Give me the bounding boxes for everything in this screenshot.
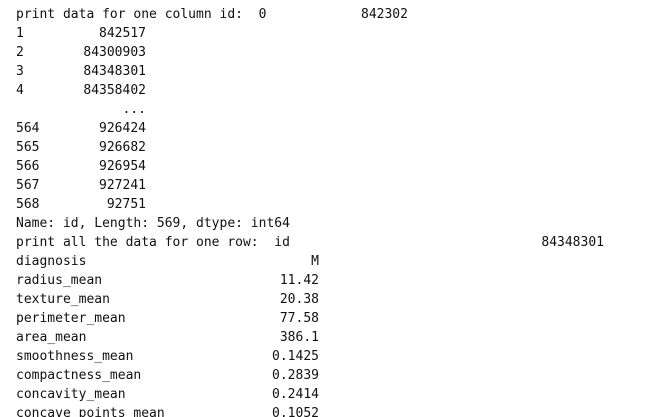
row-field-value: 0.1052 [272,406,319,417]
row-field-value: 11.42 [279,273,319,288]
series-index: 3 [16,64,24,79]
series-footer: Name: id, Length: 569, dtype: int64 [16,216,290,231]
series-index: 567 [16,178,40,193]
row-field-line: compactness_mean 0.2839 [16,366,319,385]
row-field-value: 20.38 [279,292,319,307]
row-field-line: concavity_mean 0.2414 [16,385,319,404]
series-index: 568 [16,197,40,212]
series-value: 84348301 [83,64,146,79]
row-field-name: diagnosis [16,254,87,269]
series-index: 565 [16,140,40,155]
series-index: 1 [16,26,24,41]
series-value: 842517 [99,26,146,41]
row-field-name: texture_mean [16,292,110,307]
row-field-value: 0.2414 [272,387,319,402]
column-header-value: 842302 [361,7,408,22]
row-field-name: perimeter_mean [16,311,126,326]
row-field-name: concavity_mean [16,387,126,402]
series-value: 927241 [99,178,146,193]
row-field-name: radius_mean [16,273,103,288]
row-field-value: 77.58 [279,311,319,326]
series-ellipsis: ... [122,102,146,117]
series-row: 568 92751 [16,195,146,214]
row-header-line: print all the data for one row: id 84348… [16,233,604,252]
row-field-line: diagnosis M [16,252,319,271]
series-row: 565 926682 [16,138,146,157]
series-row: 1 842517 [16,24,146,43]
row-field-name: area_mean [16,330,87,345]
row-field-name: compactness_mean [16,368,142,383]
row-field-value: 386.1 [279,330,319,345]
series-value: 926682 [99,140,146,155]
ellipsis-line: ... [16,100,146,119]
series-index: 564 [16,121,40,136]
series-value: 926424 [99,121,146,136]
series-row: 566 926954 [16,157,146,176]
series-index: 2 [16,45,24,60]
series-value: 84358402 [83,83,146,98]
row-field-value: 0.2839 [272,368,319,383]
row-header-value: 84348301 [541,235,604,250]
row-field-line: concave points_mean 0.1052 [16,404,319,417]
series-index: 566 [16,159,40,174]
series-row: 567 927241 [16,176,146,195]
series-row: 564 926424 [16,119,146,138]
series-value: 92751 [106,197,146,212]
column-header-text: print data for one column id: 0 [16,7,267,22]
series-row: 2 84300903 [16,43,146,62]
row-field-line: area_mean 386.1 [16,328,319,347]
series-value: 84300903 [83,45,146,60]
row-field-value: M [311,254,319,269]
series-value: 926954 [99,159,146,174]
row-field-name: smoothness_mean [16,349,134,364]
series-footer-line: Name: id, Length: 569, dtype: int64 [16,214,290,233]
row-field-name: concave points_mean [16,406,165,417]
row-field-line: texture_mean 20.38 [16,290,319,309]
column-header-line: print data for one column id: 0 842302 [16,5,408,24]
row-field-value: 0.1425 [272,349,319,364]
row-header-text: print all the data for one row: id [16,235,290,250]
row-field-line: perimeter_mean 77.58 [16,309,319,328]
series-row: 3 84348301 [16,62,146,81]
row-field-line: radius_mean 11.42 [16,271,319,290]
series-index: 4 [16,83,24,98]
row-field-line: smoothness_mean 0.1425 [16,347,319,366]
series-row: 4 84358402 [16,81,146,100]
